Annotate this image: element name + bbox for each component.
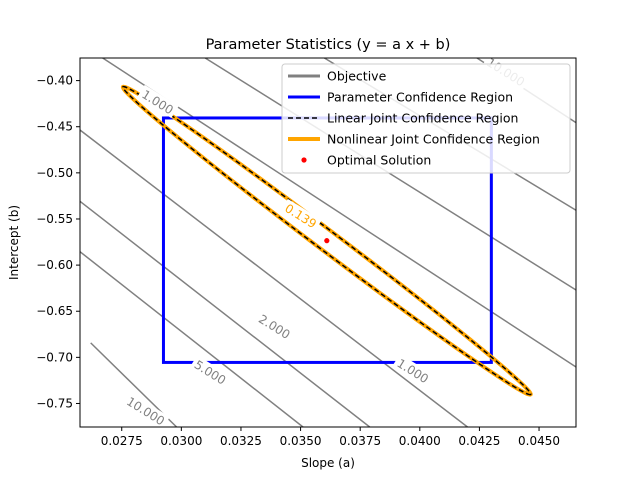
objective-contour-2 bbox=[80, 200, 371, 427]
legend-label-0: Objective bbox=[327, 69, 387, 84]
x-tick-label-2: 0.0325 bbox=[220, 434, 262, 448]
objective-contour-5 bbox=[204, 58, 576, 291]
contour-label-2: 2.000 bbox=[256, 312, 293, 342]
chart-title: Parameter Statistics (y = a x + b) bbox=[206, 37, 451, 53]
legend-label-4: Optimal Solution bbox=[327, 153, 431, 168]
contour-label-2-group: 2.000 bbox=[254, 309, 296, 343]
legend-label-1: Parameter Confidence Region bbox=[327, 90, 513, 105]
objective-contour-3 bbox=[80, 129, 468, 427]
x-tick-label-7: 0.0450 bbox=[518, 434, 560, 448]
y-tick-label-3: −0.55 bbox=[36, 212, 73, 226]
y-tick-label-4: −0.60 bbox=[36, 258, 73, 272]
x-tick-label-3: 0.0350 bbox=[280, 434, 322, 448]
legend-label-3: Nonlinear Joint Confidence Region bbox=[327, 132, 540, 147]
linear-joint-confidence-region bbox=[122, 85, 532, 396]
objective-contour-4 bbox=[102, 58, 576, 368]
contour-label-1-backing bbox=[189, 355, 232, 389]
y-tick-label-1: −0.45 bbox=[36, 120, 73, 134]
contour-label-4-group: 1.000 bbox=[137, 84, 179, 118]
y-axis: −0.40 −0.45 −0.50 −0.55 −0.60 −0.65 −0.70 −0.75 bbox=[36, 74, 80, 410]
legend-label-2: Linear Joint Confidence Region bbox=[327, 111, 518, 126]
joint-region-label: 0.139 bbox=[282, 201, 319, 231]
x-tick-label-0: 0.0275 bbox=[101, 434, 143, 448]
x-tick-label-1: 0.0300 bbox=[160, 434, 202, 448]
x-tick-label-6: 0.0425 bbox=[458, 434, 500, 448]
x-axis: 0.0275 0.0300 0.0325 0.0350 0.0375 0.0400 0.04… bbox=[101, 427, 560, 448]
contour-label-0-backing bbox=[122, 392, 170, 429]
legend-box bbox=[281, 63, 571, 174]
contour-label-4-backing bbox=[137, 84, 179, 118]
optimal-solution-point bbox=[324, 238, 330, 244]
contour-label-0: 10.000 bbox=[124, 394, 167, 428]
contour-label-3-group: 1.000 bbox=[392, 353, 434, 387]
contour-label-4: 1.000 bbox=[139, 87, 176, 117]
y-tick-label-5: −0.65 bbox=[36, 304, 73, 318]
objective-contour-1 bbox=[80, 251, 304, 427]
x-tick-label-4: 0.0375 bbox=[339, 434, 381, 448]
y-axis-title: Intercept (b) bbox=[7, 205, 21, 280]
contour-label-3-backing bbox=[392, 353, 434, 387]
y-tick-label-6: −0.70 bbox=[36, 350, 73, 364]
legend-swatch-4 bbox=[301, 157, 307, 163]
joint-region-label-group: 0.139 bbox=[280, 198, 322, 232]
contour-label-3: 1.000 bbox=[394, 356, 431, 386]
x-axis-title: Slope (a) bbox=[301, 456, 355, 470]
x-tick-label-5: 0.0400 bbox=[399, 434, 441, 448]
legend: Objective Parameter Confidence Region Line… bbox=[281, 63, 571, 174]
contour-label-1-group: 5.000 bbox=[189, 355, 232, 389]
y-tick-label-7: −0.75 bbox=[36, 396, 73, 410]
plot-frame bbox=[79, 57, 577, 428]
y-tick-label-2: −0.50 bbox=[36, 166, 73, 180]
contour-label-2-backing bbox=[254, 309, 296, 343]
joint-region-label-backing bbox=[280, 198, 322, 232]
y-tick-label-0: −0.40 bbox=[36, 74, 73, 88]
